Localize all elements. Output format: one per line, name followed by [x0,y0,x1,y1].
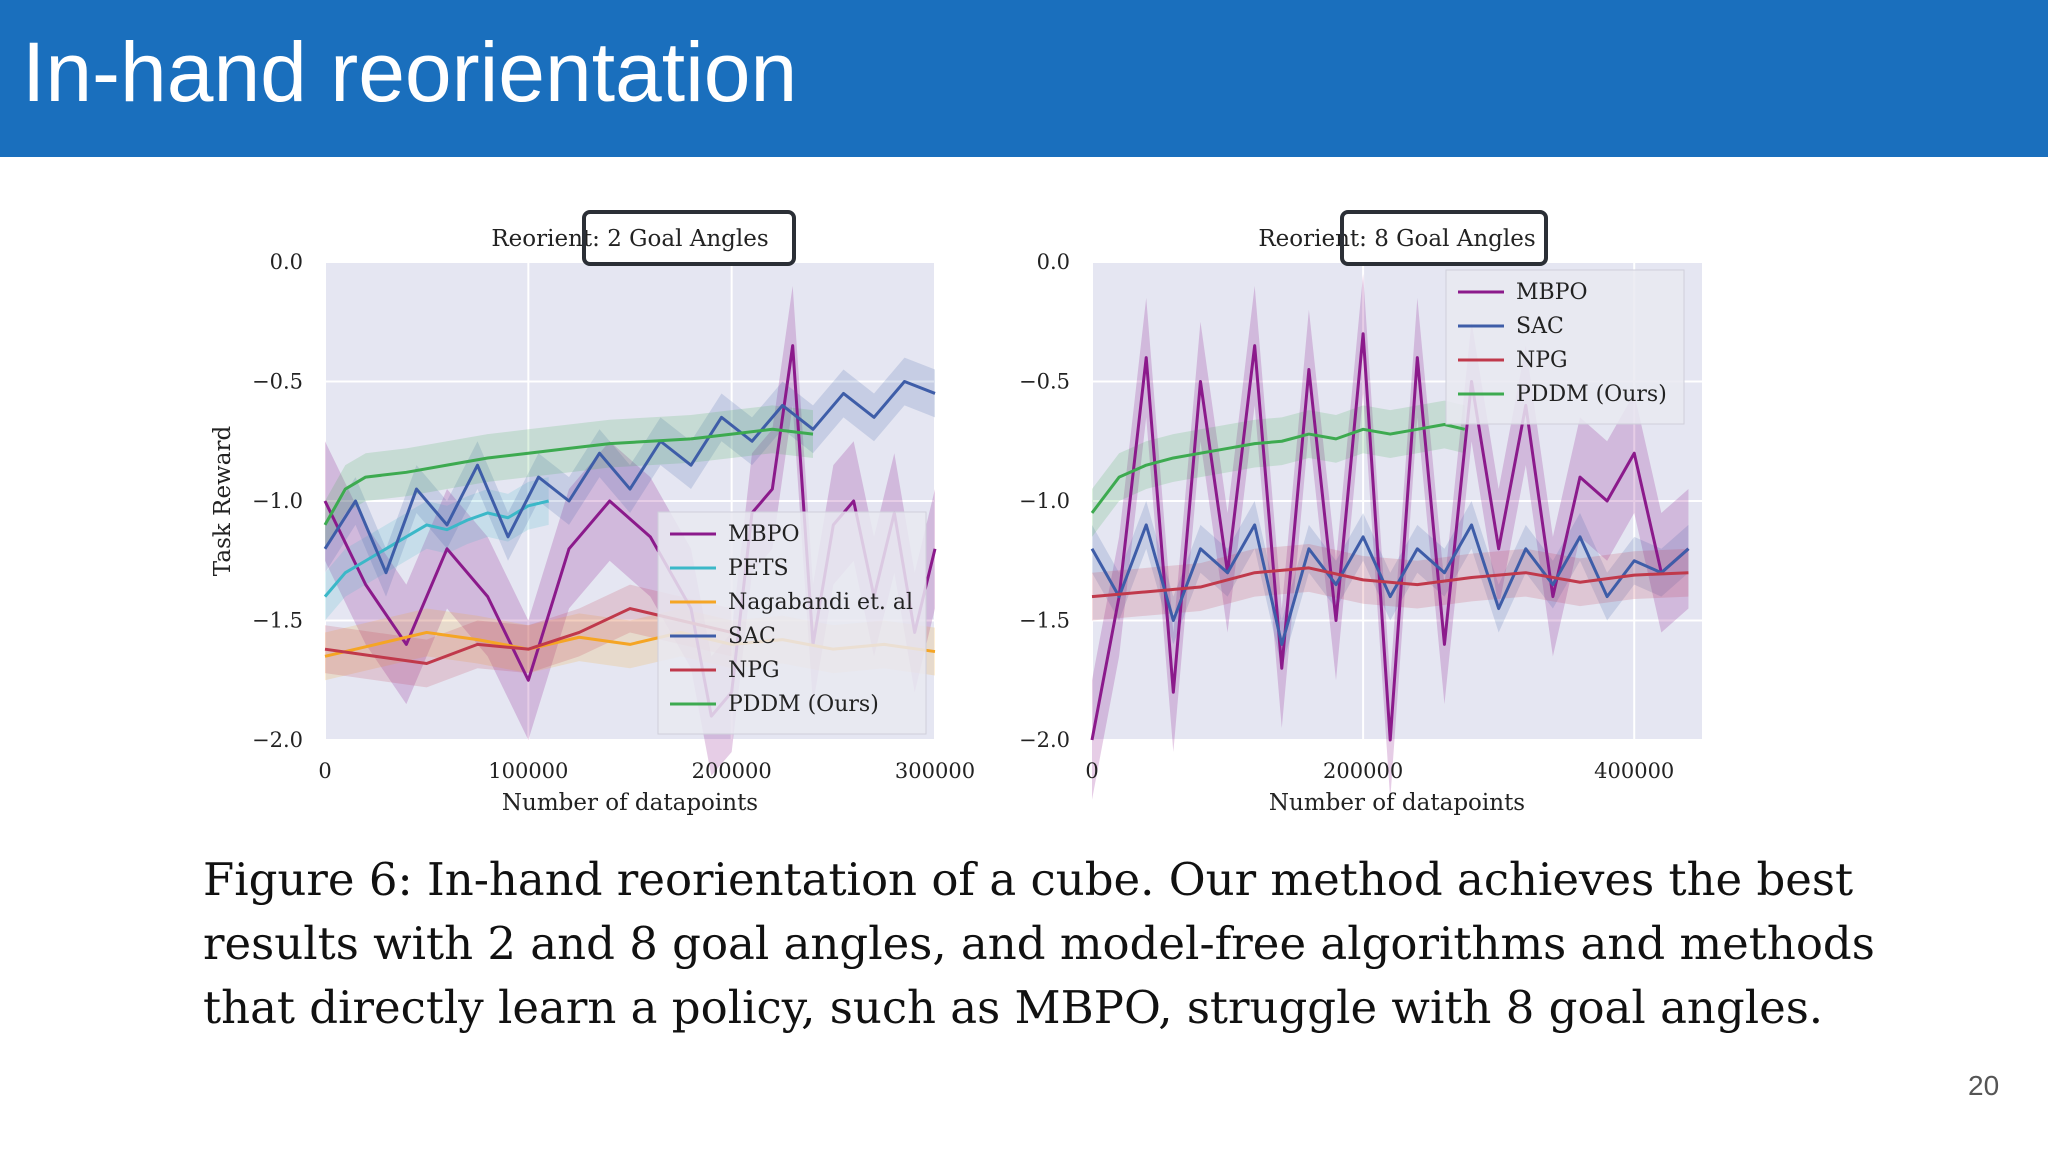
x-tick-label: 400000 [1594,759,1674,783]
band-npg [325,584,732,688]
legend-label-pddm-ours: PDDM (Ours) [1516,382,1667,407]
x-tick-label: 0 [1085,759,1098,783]
y-tick-label: 0.0 [270,250,303,274]
y-tick-label: −0.5 [252,370,303,394]
chart-8-goal-angles: 0 200000 400000 0.0 −0.5 −1.0 −1.5 −2.0 Number o… [1019,210,1702,816]
legend-box [657,511,927,735]
y-axis-label: Task Reward [210,426,236,577]
y-tick-label: −2.0 [252,728,303,752]
title-highlight-box [1340,210,1548,266]
y-tick-label: 0.0 [1037,250,1070,274]
legend-label-mbpo: MBPO [728,522,800,547]
legend-label-pets: PETS [728,556,789,581]
x-axis-label: Number of datapoints [1269,790,1525,816]
caption-line-3: that directly learn a policy, such as MB… [203,981,1824,1034]
legend-label-npg: NPG [728,658,780,683]
x-tick-label: 200000 [1323,759,1403,783]
series-npg [1091,566,1689,599]
legend-box [1445,269,1685,425]
legend-label-nagabandi-et-al: Nagabandi et. al [728,590,913,615]
series-pets [323,499,550,598]
page-number: 20 [1968,1070,2000,1101]
y-tick-label: −1.5 [1019,609,1070,633]
slide-title: In-hand reorientation [22,25,798,119]
legend-label-mbpo: MBPO [1516,280,1588,305]
band-mbpo [1092,273,1689,800]
x-tick-label: 200000 [692,759,772,783]
caption-line-2: results with 2 and 8 goal angles, and mo… [203,917,1875,970]
chart-title: Reorient: 2 Goal Angles [491,226,768,252]
band-pddm-ours [1092,400,1465,537]
x-tick-label: 0 [318,759,331,783]
y-tick-label: −1.0 [1019,489,1070,513]
figure-caption: Figure 6: In-hand reorientation of a cub… [203,848,1883,1040]
series-pddm-ours [323,427,814,526]
x-tick-label: 100000 [488,759,568,783]
chart-2-goal-angles: 0 100000 200000 300000 0.0 −0.5 −1.0 −1.5 −2.0 Nu… [210,210,975,816]
y-tick-label: −1.0 [252,489,303,513]
band-pddm-ours [325,405,813,549]
chart-title: Reorient: 8 Goal Angles [1258,226,1535,252]
legend-label-pddm-ours: PDDM (Ours) [728,692,879,717]
series-pddm-ours [1090,423,1466,514]
caption-line-1: Figure 6: In-hand reorientation of a cub… [203,853,1854,906]
x-tick-label: 300000 [895,759,975,783]
y-tick-label: −2.0 [1019,728,1070,752]
title-banner: In-hand reorientation [0,0,2048,157]
x-axis-label: Number of datapoints [502,790,758,816]
y-tick-label: −0.5 [1019,370,1070,394]
title-highlight-box [582,210,796,266]
legend-label-sac: SAC [728,624,776,649]
y-tick-label: −1.5 [252,609,303,633]
legend-label-npg: NPG [1516,348,1568,373]
legend-label-sac: SAC [1516,314,1564,339]
series-sac [1090,523,1690,646]
series-mbpo [1090,332,1690,742]
band-sac [1092,501,1689,669]
series-sac [323,380,936,575]
